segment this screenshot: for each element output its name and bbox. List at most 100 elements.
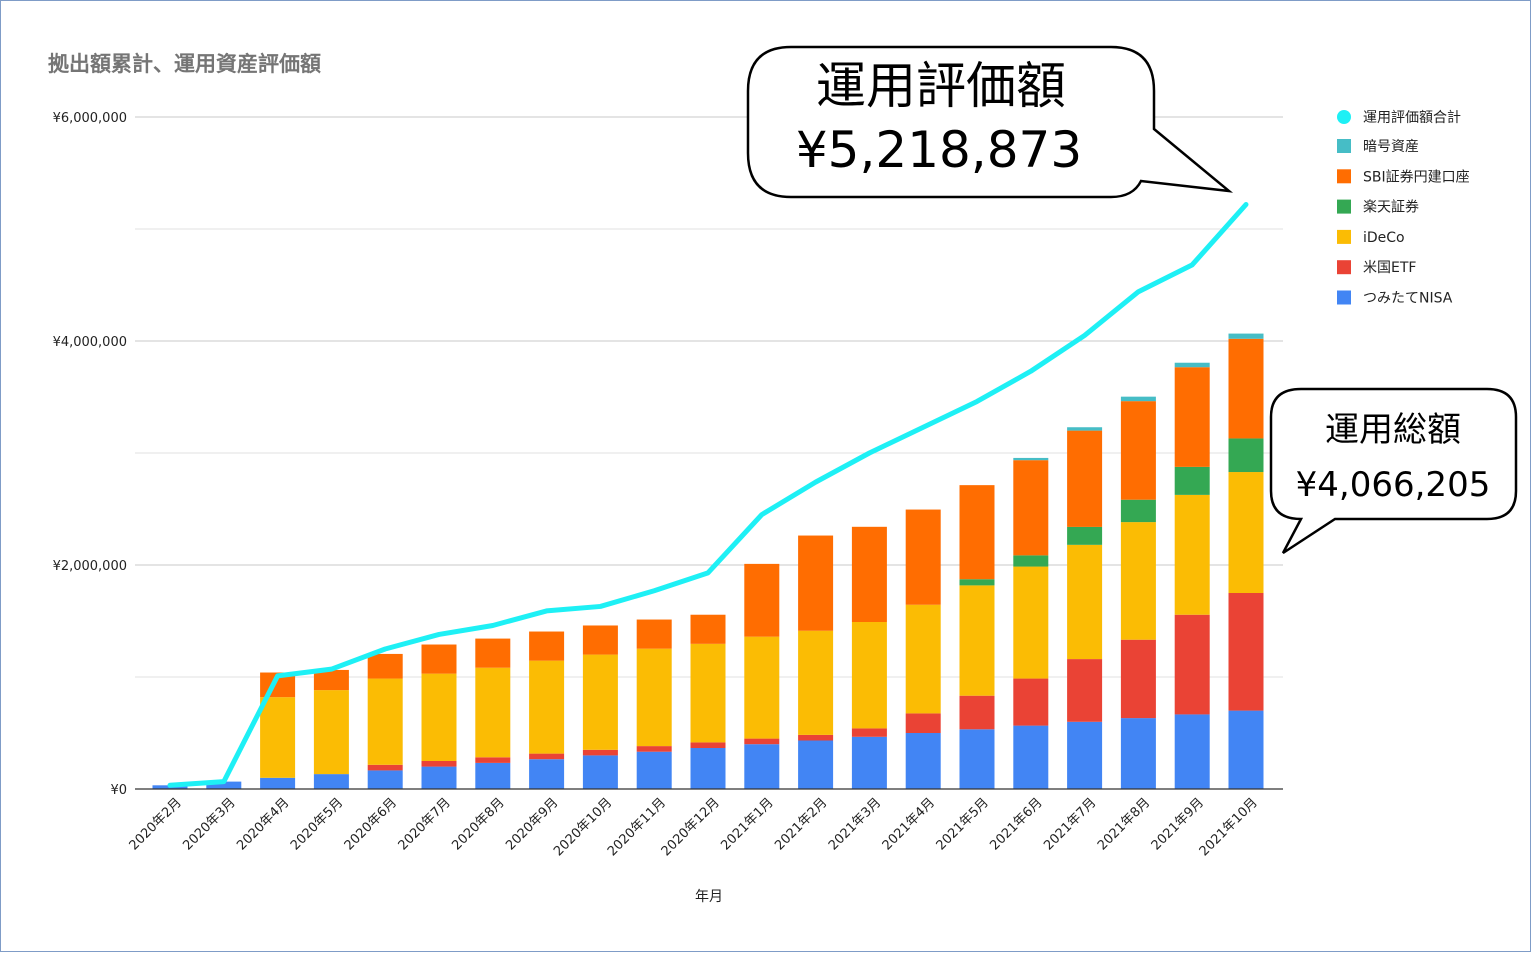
chart-title: 拠出額累計、運用資産評価額 (48, 52, 321, 76)
x-tick-label: 2020年4月 (234, 795, 292, 853)
bar-segment (1013, 679, 1048, 726)
x-tick-label: 2020年8月 (449, 795, 507, 853)
bar-segment (1229, 438, 1264, 472)
bar-segment (852, 737, 887, 789)
bar-segment (1067, 545, 1102, 659)
x-tick-label: 2020年2月 (127, 795, 185, 853)
bar-segment (314, 690, 349, 774)
bar-segment (960, 729, 995, 789)
bar-segment (852, 622, 887, 728)
bar-segment (475, 763, 510, 789)
bar-segment (1229, 472, 1264, 593)
bar-segment (960, 485, 995, 579)
y-tick-label: ¥4,000,000 (53, 335, 127, 350)
bar-segment (529, 661, 564, 754)
y-tick-label: ¥2,000,000 (53, 559, 127, 574)
x-tick-label: 2020年6月 (342, 795, 400, 853)
bar-segment (422, 674, 457, 761)
x-tick-label: 2021年3月 (826, 795, 884, 853)
total-callout-title: 運用総額 (1325, 410, 1461, 450)
bar-segment (1175, 467, 1210, 495)
bar-segment (798, 631, 833, 735)
bar-segment (1121, 522, 1156, 640)
bar-segment (906, 605, 941, 714)
bar-segment (1121, 718, 1156, 789)
bar-segment (1229, 593, 1264, 711)
bar-segment (1067, 431, 1102, 527)
bar-segment (368, 765, 403, 771)
legend-label: 米国ETF (1363, 260, 1416, 276)
valuation-callout: 運用評価額 ¥5,218,873 (748, 47, 1229, 197)
bar-segment (583, 625, 618, 654)
bar-segment (1013, 726, 1048, 789)
bar-segment (1067, 659, 1102, 722)
bar-segment (637, 752, 672, 789)
bar-segment (583, 655, 618, 750)
legend-marker (1337, 139, 1351, 153)
x-tick-label: 2020年12月 (659, 795, 723, 859)
x-tick-label: 2020年9月 (503, 795, 561, 853)
bar-segment (368, 679, 403, 765)
bar-segment (906, 733, 941, 789)
bar-segment (691, 742, 726, 748)
grid-lines (135, 117, 1283, 677)
legend-marker (1337, 110, 1351, 124)
total-callout: 運用総額 ¥4,066,205 (1271, 389, 1516, 553)
bar-segment (314, 774, 349, 789)
bar-segment (1175, 495, 1210, 615)
bar-segment (1067, 527, 1102, 545)
x-tick-label: 2021年5月 (934, 795, 992, 853)
x-tick-label: 2021年8月 (1095, 795, 1153, 853)
x-tick-label: 2021年4月 (880, 795, 938, 853)
legend-marker (1337, 230, 1351, 244)
bar-segment (637, 746, 672, 752)
total-callout-value: ¥4,066,205 (1296, 465, 1491, 505)
bar-segment (475, 668, 510, 758)
bar-segment (583, 755, 618, 789)
bar-segment (1121, 640, 1156, 718)
bar-segment (906, 713, 941, 733)
bar-segment (691, 644, 726, 743)
bar-segment (1013, 555, 1048, 566)
bar-segment (744, 739, 779, 745)
bar-segment (691, 615, 726, 644)
legend-label: SBI証券円建口座 (1363, 169, 1470, 185)
bar-segment (798, 741, 833, 789)
x-tick-label: 2021年10月 (1197, 795, 1261, 859)
bar-segment (1013, 567, 1048, 679)
x-tick-label: 2020年7月 (396, 795, 454, 853)
bar-segment (744, 564, 779, 637)
y-axis-ticks: ¥0 ¥2,000,000 ¥4,000,000 ¥6,000,000 (53, 111, 127, 798)
bar-segment (1121, 500, 1156, 522)
bar-segment (260, 697, 295, 778)
x-tick-label: 2020年3月 (180, 795, 238, 853)
legend-label: 暗号資産 (1363, 139, 1419, 155)
y-tick-label: ¥6,000,000 (53, 111, 127, 126)
x-tick-label: 2021年6月 (987, 795, 1045, 853)
bar-segment (906, 510, 941, 605)
bar-segment (960, 579, 995, 585)
bar-segment (637, 620, 672, 649)
bar-segment (475, 639, 510, 668)
legend-label: 楽天証券 (1363, 200, 1419, 216)
bar-segment (960, 585, 995, 695)
valuation-callout-title: 運用評価額 (816, 57, 1066, 115)
bar-segment (529, 632, 564, 661)
bar-segment (1229, 334, 1264, 339)
bar-segment (529, 759, 564, 789)
bar-segment (960, 696, 995, 730)
bar-segment (1013, 460, 1048, 555)
bar-segment (1175, 615, 1210, 715)
x-axis-label: 年月 (695, 889, 723, 905)
legend-marker (1337, 291, 1351, 305)
legend-label: iDeCo (1363, 230, 1405, 246)
bar-segment (260, 778, 295, 789)
bar-segment (1175, 367, 1210, 467)
bar-segment (1175, 363, 1210, 367)
stacked-bars (153, 334, 1264, 789)
x-axis-ticks: 2020年2月2020年3月2020年4月2020年5月2020年6月2020年… (127, 795, 1261, 859)
bar-segment (529, 754, 564, 760)
x-tick-label: 2020年5月 (288, 795, 346, 853)
bar-segment (691, 748, 726, 789)
